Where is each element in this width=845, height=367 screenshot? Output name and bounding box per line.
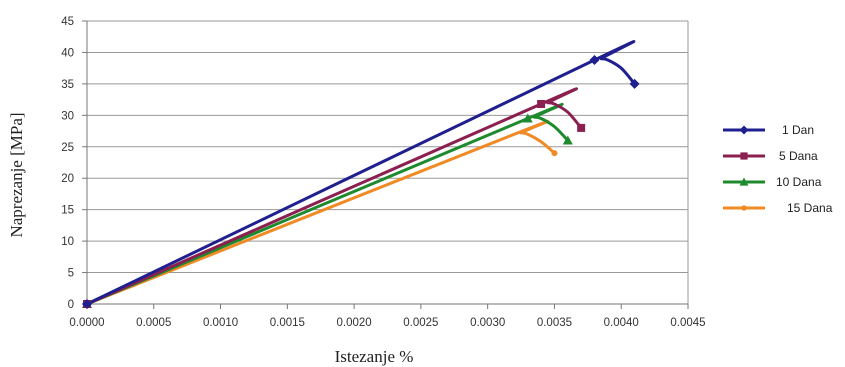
y-tick-label: 0 (68, 299, 74, 311)
legend-swatch-marker (739, 125, 749, 135)
x-tick-label: 0.0010 (203, 317, 238, 329)
series-lines (85, 40, 637, 306)
y-tick-label: 15 (61, 205, 74, 217)
legend-swatch-marker (740, 152, 748, 160)
legend-item-10-dana: 10 Dana (723, 175, 822, 189)
data-point-15-dana (551, 150, 558, 157)
series-line-15-dana (85, 119, 556, 306)
x-tick-labels: 0.0000 0.0005 0.0010 0.0015 0.0020 0.0025 0.00… (69, 317, 705, 329)
y-axis-title: Naprezanje [MPa] (7, 112, 26, 237)
x-tick-label: 0.0000 (69, 317, 104, 329)
y-tick-label: 20 (61, 173, 74, 185)
data-point-10-dana (522, 113, 533, 123)
legend-item-1-dan: 1 Dan (723, 123, 814, 137)
x-tick-label: 0.0045 (670, 317, 705, 329)
y-tick-label: 10 (61, 236, 74, 248)
data-point-1-dan (589, 54, 600, 65)
y-tick-label: 5 (68, 268, 74, 280)
y-tick-label: 45 (61, 16, 74, 28)
x-axis-title: Istezanje % (335, 347, 414, 366)
x-tick-label: 0.0030 (470, 317, 505, 329)
x-tick-label: 0.0040 (604, 317, 639, 329)
x-tick-label: 0.0035 (537, 317, 572, 329)
data-point-10-dana (562, 135, 573, 145)
y-tick-label: 40 (61, 47, 74, 59)
legend-label: 1 Dan (782, 123, 814, 137)
data-point-1-dan (82, 299, 92, 309)
series-line-5-dana (85, 87, 583, 306)
series-line-1-dan (85, 40, 637, 306)
data-point-5-dana (577, 123, 586, 132)
y-tick-label: 25 (61, 142, 74, 154)
legend-item-15-dana: 15 Dana (723, 201, 833, 215)
y-tick-label: 35 (61, 79, 74, 91)
legend-label: 15 Dana (787, 201, 833, 215)
series-markers (82, 54, 640, 309)
legend-item-5-dana: 5 Dana (723, 149, 818, 163)
data-point-1-dan (629, 78, 640, 89)
legend-label: 5 Dana (779, 149, 818, 163)
legend: 1 Dan 5 Dana 10 Dana 15 Dana (723, 123, 833, 215)
data-point-5-dana (537, 100, 546, 109)
y-tick-labels: 0 5 10 15 20 25 30 35 40 45 (61, 16, 74, 311)
x-tick-label: 0.0020 (337, 317, 372, 329)
x-tick-label: 0.0025 (403, 317, 438, 329)
y-tick-label: 30 (61, 110, 74, 122)
legend-swatch-marker (741, 205, 747, 211)
legend-swatch-marker (739, 177, 749, 186)
series-line-10-dana (85, 102, 570, 306)
x-tick-label: 0.0015 (270, 317, 305, 329)
x-tick-label: 0.0005 (136, 317, 171, 329)
legend-label: 10 Dana (776, 175, 822, 189)
grid-lines (87, 20, 689, 304)
